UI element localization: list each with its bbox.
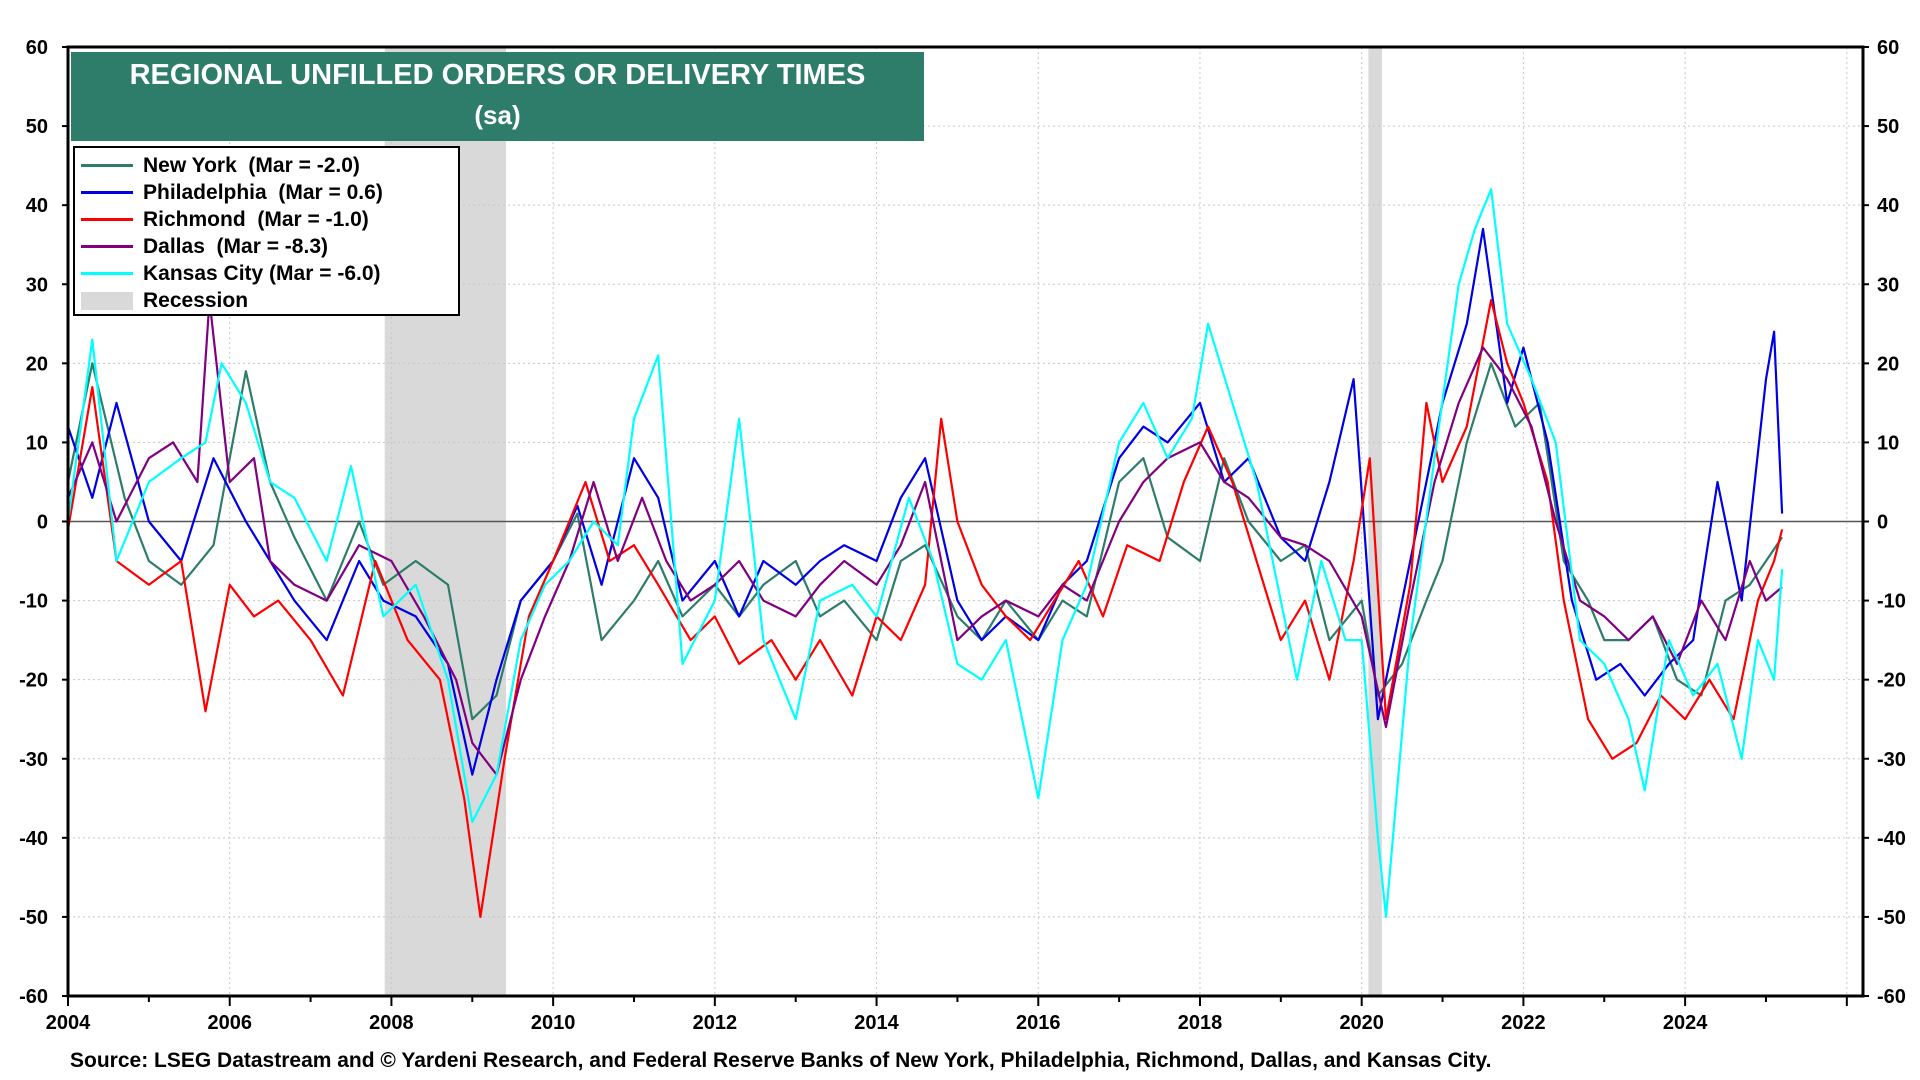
legend-label: Recession <box>143 288 249 312</box>
y-tick-label-left: -20 <box>19 670 48 692</box>
legend-swatch <box>81 164 133 167</box>
y-tick-label-right: 30 <box>1877 274 1899 296</box>
legend-item-dallas: Dallas (Mar = -8.3) <box>81 233 328 260</box>
series-line-dallas <box>66 299 1783 776</box>
series-lines <box>66 188 1784 919</box>
chart-subtitle: (sa) <box>474 100 521 130</box>
y-tick-label-left: 30 <box>26 274 48 296</box>
y-tick-label-left: 0 <box>37 512 48 534</box>
x-tick-label: 2020 <box>1339 1012 1384 1034</box>
x-tick-label: 2022 <box>1501 1012 1546 1034</box>
y-tick-label-right: 20 <box>1877 353 1899 375</box>
x-tick-label: 2024 <box>1663 1012 1708 1034</box>
series-line-kansas-city <box>66 188 1784 919</box>
legend-item-kansas-city: Kansas City (Mar = -6.0) <box>81 260 381 287</box>
legend: New York (Mar = -2.0) Philadelphia (Mar … <box>73 146 460 316</box>
legend-swatch <box>81 245 133 248</box>
x-tick-label: 2010 <box>531 1012 576 1034</box>
legend-swatch <box>81 272 133 275</box>
legend-label: Richmond (Mar = -1.0) <box>143 207 369 231</box>
series-line-philadelphia <box>66 227 1784 776</box>
gridlines <box>68 47 1863 996</box>
legend-label: Kansas City (Mar = -6.0) <box>143 261 381 285</box>
y-tick-label-left: 40 <box>26 195 48 217</box>
x-tick-label: 2012 <box>693 1012 738 1034</box>
y-tick-label-right: -10 <box>1877 591 1906 613</box>
y-tick-label-right: -20 <box>1877 670 1906 692</box>
y-tick-label-right: 0 <box>1877 512 1888 534</box>
y-tick-label-left: 60 <box>26 37 48 59</box>
y-tick-label-right: 50 <box>1877 116 1899 138</box>
x-tick-label: 2018 <box>1178 1012 1223 1034</box>
y-tick-label-right: 10 <box>1877 432 1899 454</box>
x-tick-label: 2004 <box>46 1012 91 1034</box>
legend-label: Dallas (Mar = -8.3) <box>143 234 328 258</box>
legend-label: New York (Mar = -2.0) <box>143 153 360 177</box>
y-tick-label-right: 60 <box>1877 37 1899 59</box>
y-tick-label-left: -30 <box>19 749 48 771</box>
legend-item-new-york: New York (Mar = -2.0) <box>81 152 360 179</box>
legend-label: Philadelphia (Mar = 0.6) <box>143 180 383 204</box>
y-tick-label-left: -40 <box>19 828 48 850</box>
y-tick-label-right: -40 <box>1877 828 1906 850</box>
y-tick-label-right: -50 <box>1877 907 1906 929</box>
legend-swatch <box>81 291 133 310</box>
y-tick-label-left: -60 <box>19 986 48 1008</box>
source-note: Source: LSEG Datastream and © Yardeni Re… <box>70 1049 1492 1072</box>
x-tick-label: 2016 <box>1016 1012 1061 1034</box>
y-tick-label-left: -10 <box>19 591 48 613</box>
chart-title: REGIONAL UNFILLED ORDERS OR DELIVERY TIM… <box>129 59 866 91</box>
legend-swatch <box>81 218 133 221</box>
legend-item-recession: Recession <box>81 287 248 314</box>
y-tick-label-right: 40 <box>1877 195 1899 217</box>
legend-item-philadelphia: Philadelphia (Mar = 0.6) <box>81 179 383 206</box>
y-tick-label-right: -60 <box>1877 986 1906 1008</box>
y-tick-label-left: 50 <box>26 116 48 138</box>
y-tick-label-left: 10 <box>26 432 48 454</box>
chart-title-box: REGIONAL UNFILLED ORDERS OR DELIVERY TIM… <box>71 52 924 141</box>
y-tick-label-left: -50 <box>19 907 48 929</box>
legend-swatch <box>81 191 133 194</box>
x-tick-label: 2008 <box>369 1012 414 1034</box>
x-tick-label: 2014 <box>854 1012 899 1034</box>
x-tick-label: 2006 <box>207 1012 252 1034</box>
legend-item-richmond: Richmond (Mar = -1.0) <box>81 206 369 233</box>
y-tick-label-left: 20 <box>26 353 48 375</box>
series-line-richmond <box>66 299 1784 919</box>
y-tick-label-right: -30 <box>1877 749 1906 771</box>
